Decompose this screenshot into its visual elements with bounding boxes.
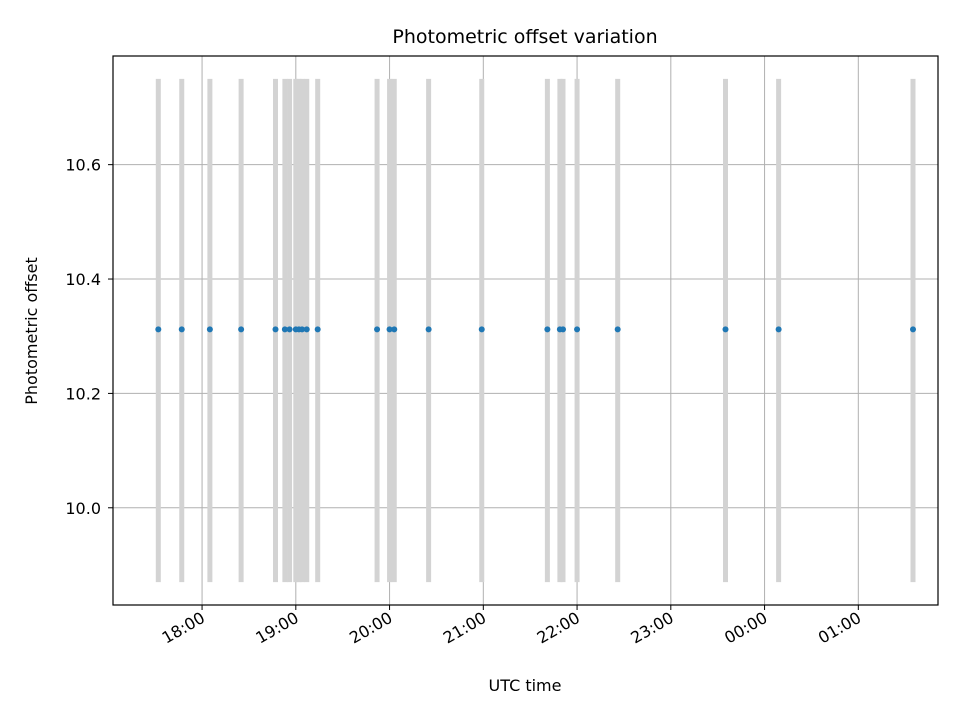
data-point (425, 326, 432, 333)
data-point (155, 326, 162, 333)
data-point (272, 326, 279, 333)
y-axis-ticks: 10.0 10.2 10.4 10.6 (65, 156, 113, 518)
data-point (574, 326, 581, 333)
data-point (722, 326, 729, 333)
data-point (178, 326, 185, 333)
data-point (314, 326, 321, 333)
data-point (775, 326, 782, 333)
data-point (478, 326, 485, 333)
data-point (544, 326, 551, 333)
data-point (281, 326, 288, 333)
x-axis-label: UTC time (489, 676, 562, 695)
y-tick-label: 10.6 (65, 156, 101, 175)
data-point (560, 326, 566, 333)
data-points-layer (155, 326, 916, 333)
data-point (386, 326, 393, 333)
data-point (286, 326, 293, 333)
y-tick-label: 10.4 (65, 270, 101, 289)
data-point (303, 326, 310, 333)
chart-title: Photometric offset variation (392, 26, 657, 48)
plot-frame (112, 55, 939, 606)
data-point (299, 326, 306, 333)
data-point (910, 326, 916, 333)
data-point (238, 326, 245, 333)
y-tick-label: 10.2 (65, 384, 101, 403)
y-axis-label: Photometric offset (22, 257, 41, 405)
data-point (206, 326, 213, 333)
data-point (391, 326, 398, 333)
data-point (374, 326, 381, 333)
y-tick-label: 10.0 (65, 499, 101, 518)
data-point (614, 326, 621, 333)
